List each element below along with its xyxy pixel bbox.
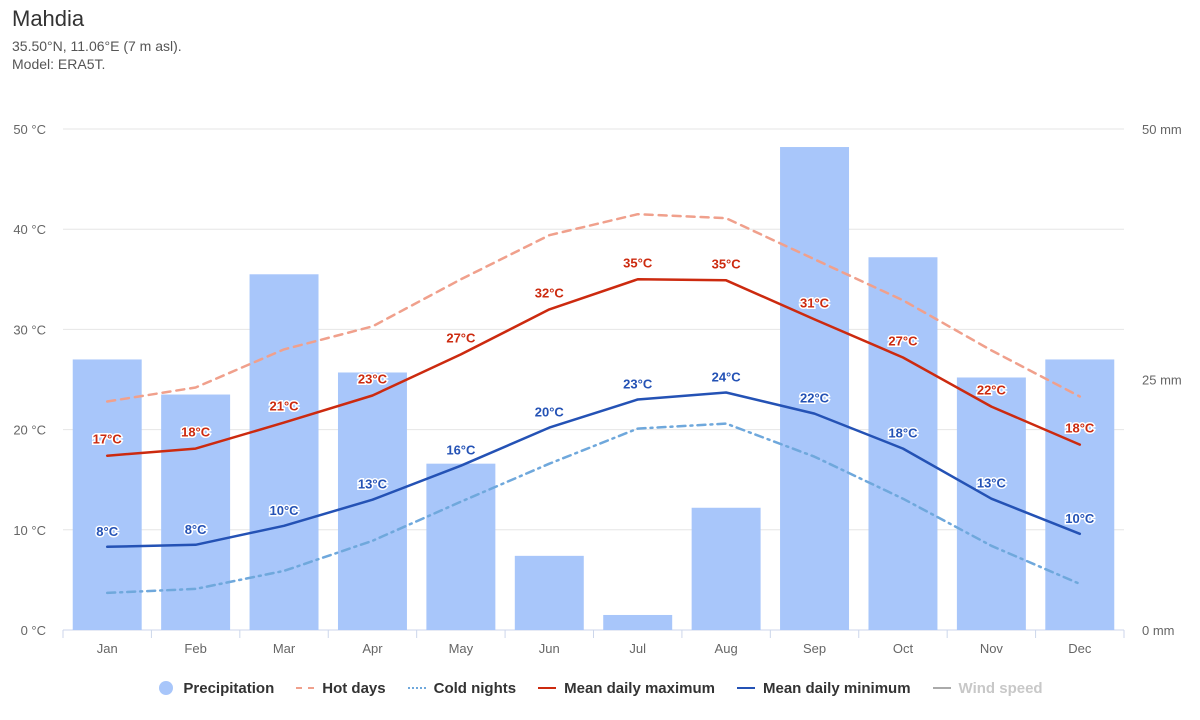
mean-daily-maximum-data-label: 31°C [800, 295, 830, 310]
legend-item-hot-days[interactable]: Hot days [296, 679, 386, 697]
x-tick-label: Aug [715, 641, 738, 656]
precipitation-bar [1045, 359, 1115, 630]
mean-daily-maximum-data-label: 27°C [888, 333, 918, 348]
precipitation-bar [337, 372, 407, 630]
mean-daily-minimum-data-label: 10°C [270, 503, 300, 518]
legend-label: Precipitation [183, 679, 275, 697]
y-left-tick-label: 10 °C [13, 523, 46, 538]
mean-daily-maximum-data-label: 21°C [270, 399, 300, 414]
mean-daily-minimum-data-label: 20°C [535, 405, 565, 420]
x-tick-label: Jun [539, 641, 560, 656]
precipitation-bar [868, 257, 938, 630]
legend-item-wind-speed[interactable]: Wind speed [932, 679, 1043, 697]
chart-legend: Precipitation Hot days Cold nights Mean dai… [0, 676, 1200, 700]
precipitation-bar [72, 359, 142, 630]
legend-label: Cold nights [433, 679, 517, 697]
chart-title: Mahdia [12, 6, 85, 31]
mean-daily-maximum-data-label: 27°C [446, 330, 476, 345]
mean-daily-maximum-line [105, 278, 1082, 457]
legend-item-mean-daily-maximum[interactable]: Mean daily maximum [538, 680, 715, 697]
legend-symbol-icon [296, 681, 315, 695]
mean-daily-minimum-data-label: 22°C [800, 391, 830, 406]
legend-symbol-icon [159, 681, 174, 695]
x-tick-label: Jan [97, 641, 118, 656]
precipitation-bar [780, 147, 850, 630]
legend-item-mean-daily-minimum[interactable]: Mean daily minimum [737, 680, 911, 697]
precipitation-bar [691, 507, 761, 630]
hot-days-line [105, 212, 1082, 403]
legend-item-precipitation[interactable]: Precipitation [157, 680, 274, 697]
legend-label: Hot days [322, 679, 386, 697]
mean-daily-maximum-data-label: 23°C [358, 372, 388, 387]
location-coordinates: 35.50°N, 11.06°E (7 m asl). [12, 38, 182, 54]
chart-subtitle: 35.50°N, 11.06°E (7 m asl). Model: ERA5T… [12, 37, 182, 73]
precipitation-bar [514, 555, 584, 630]
mean-daily-minimum-data-label: 13°C [358, 477, 388, 492]
mean-daily-minimum-data-label: 18°C [888, 426, 918, 441]
x-tick-label: Oct [893, 641, 914, 656]
mean-daily-maximum-data-label: 18°C [1065, 421, 1095, 436]
y-left-tick-label: 50 °C [13, 122, 46, 137]
y-left-tick-label: 40 °C [13, 222, 46, 237]
y-right-tick-label: 50 mm [1142, 122, 1182, 137]
mean-daily-minimum-data-label: 13°C [977, 476, 1007, 491]
x-tick-label: Nov [980, 641, 1004, 656]
y-left-tick-label: 20 °C [13, 423, 46, 438]
mean-daily-minimum-data-label: 24°C [712, 370, 742, 385]
mean-daily-maximum-data-label: 35°C [712, 256, 742, 271]
y-right-tick-label: 0 mm [1142, 623, 1175, 638]
mean-daily-maximum-data-label: 17°C [93, 432, 123, 447]
y-left-tick-label: 0 °C [21, 623, 46, 638]
mean-daily-minimum-data-label: 8°C [96, 524, 118, 539]
legend-symbol-icon [737, 681, 755, 695]
mean-daily-minimum-data-label: 16°C [446, 443, 476, 458]
precipitation-bar [426, 463, 496, 630]
legend-item-cold-nights[interactable]: Cold nights [407, 679, 517, 697]
x-tick-label: May [449, 641, 474, 656]
legend-label: Wind speed [958, 679, 1043, 697]
mean-daily-maximum-data-label: 35°C [623, 255, 653, 270]
legend-symbol-icon [407, 681, 426, 695]
precipitation-bar [603, 614, 673, 630]
x-tick-label: Apr [362, 641, 383, 656]
legend-label: Mean daily maximum [564, 679, 715, 697]
mean-daily-minimum-data-label: 8°C [185, 522, 207, 537]
x-tick-label: Jul [629, 641, 646, 656]
y-right-tick-label: 25 mm [1142, 373, 1182, 388]
x-tick-label: Sep [803, 641, 826, 656]
x-tick-label: Feb [184, 641, 206, 656]
mean-daily-minimum-data-label: 10°C [1065, 511, 1095, 526]
precipitation-bar [956, 377, 1026, 630]
mean-daily-maximum-data-label: 18°C [181, 425, 211, 440]
mean-daily-maximum-data-label: 22°C [977, 383, 1007, 398]
cold-nights-line [105, 422, 1082, 595]
x-tick-label: Dec [1068, 641, 1092, 656]
model-name: Model: ERA5T. [12, 56, 106, 72]
y-left-tick-label: 30 °C [13, 322, 46, 337]
mean-daily-maximum-data-label: 32°C [535, 285, 565, 300]
x-tick-label: Mar [273, 641, 296, 656]
legend-symbol-icon [538, 681, 557, 695]
legend-label: Mean daily minimum [763, 679, 911, 697]
mean-daily-minimum-line [105, 391, 1082, 549]
mean-daily-minimum-data-label: 23°C [623, 377, 653, 392]
legend-symbol-icon [932, 681, 951, 695]
